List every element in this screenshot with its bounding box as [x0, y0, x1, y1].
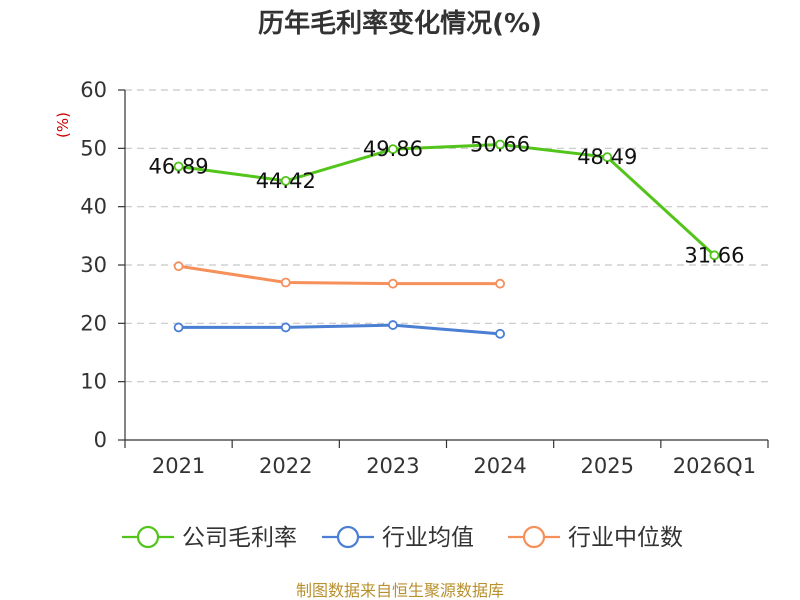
chart-title: 历年毛利率变化情况(%): [258, 8, 542, 39]
legend-item-0[interactable]: 公司毛利率: [122, 525, 297, 551]
y-tick-label-10: 10: [80, 370, 107, 394]
series-line-1: [178, 323, 501, 336]
x-tick-label-2024: 2024: [473, 454, 526, 478]
data-label-0-4: 48.49: [577, 145, 637, 169]
series-0-point-2: [388, 144, 398, 155]
x-tick-label-2023: 2023: [366, 454, 419, 478]
data-label-0-2: 49.86: [363, 137, 423, 161]
data-label-0-5: 31.66: [684, 243, 744, 267]
series-0-point-3: [495, 139, 505, 150]
series-0-point-5: [709, 250, 720, 261]
x-tick-label-2021: 2021: [152, 454, 205, 478]
series-1-point-0: [173, 322, 184, 333]
series-2-point-0: [173, 261, 184, 272]
y-tick-label-50: 50: [80, 136, 107, 160]
series-2-point-1: [280, 277, 291, 288]
y-tick-label-0: 0: [94, 428, 107, 452]
data-label-0-0: 46.89: [149, 154, 209, 178]
legend-label-2: 行业中位数: [568, 525, 683, 551]
y-axis-label: (%): [54, 112, 72, 138]
x-tick-label-2026Q1: 2026Q1: [673, 454, 756, 478]
series-0-point-0: [173, 161, 184, 172]
series-2-point-3: [495, 278, 505, 289]
y-tick-label-40: 40: [80, 195, 107, 219]
series-1-point-2: [388, 320, 398, 330]
series-0-point-4: [602, 152, 613, 163]
legend-item-1[interactable]: 行业均值: [322, 525, 474, 551]
source-note: 制图数据来自恒生聚源数据库: [296, 581, 504, 600]
axes: 0 10 20 30 40 50 60 2021 2022 2023 2024 2025 2026Q1: [80, 78, 769, 478]
x-tick-label-2022: 2022: [259, 454, 312, 478]
legend-label-0: 公司毛利率: [182, 525, 297, 551]
legend-marker-icon: [136, 525, 160, 549]
y-tick-label-30: 30: [80, 253, 107, 277]
series-layer: [173, 139, 720, 339]
grid-lines: [125, 89, 768, 383]
series-2-point-2: [388, 278, 398, 289]
data-label-0-3: 50.66: [470, 132, 530, 156]
series-0-point-1: [280, 175, 291, 186]
series-1-point-3: [495, 328, 505, 339]
legend-label-1: 行业均值: [382, 525, 474, 551]
legend[interactable]: 公司毛利率 行业均值 行业中位数: [122, 525, 683, 551]
y-tick-label-20: 20: [80, 311, 107, 335]
legend-item-2[interactable]: 行业中位数: [508, 525, 683, 551]
data-labels: 46.89 44.42 49.86 50.66 48.49 31.66: [149, 132, 745, 267]
legend-marker-icon: [522, 525, 546, 549]
series-1-point-1: [280, 322, 291, 333]
x-tick-label-2025: 2025: [581, 454, 634, 478]
series-line-2: [178, 264, 501, 286]
legend-marker-icon: [336, 525, 360, 549]
y-tick-label-60: 60: [80, 78, 107, 102]
series-line-0: [178, 142, 716, 257]
data-label-0-1: 44.42: [256, 169, 316, 193]
